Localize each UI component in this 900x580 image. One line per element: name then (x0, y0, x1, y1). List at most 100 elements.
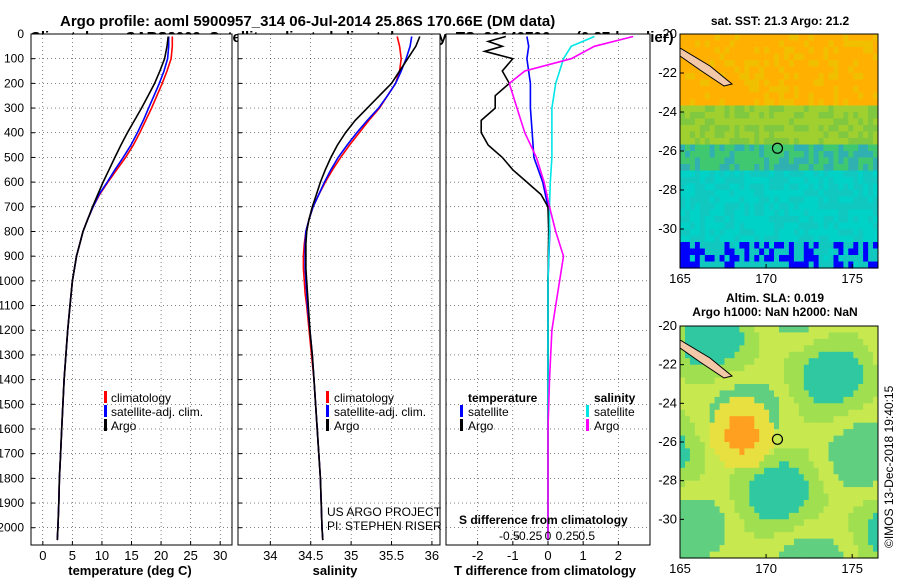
map-cell (823, 105, 829, 113)
map-cell (714, 177, 721, 185)
x-tick-label: 15 (124, 548, 138, 563)
map-cell (779, 170, 785, 178)
map-cell (848, 151, 854, 159)
map-cell (709, 545, 716, 553)
map-cell (689, 532, 696, 540)
map-cell (784, 326, 790, 333)
map-cell (704, 112, 711, 120)
map-cell (694, 170, 701, 178)
map-cell (838, 255, 844, 263)
map-cell (754, 164, 760, 172)
map-cell (769, 242, 775, 250)
map-cell (779, 493, 785, 501)
map-cell (868, 500, 874, 507)
map-cell (709, 196, 716, 204)
map-cell (793, 53, 800, 61)
map-cell (744, 442, 750, 449)
map-cell (719, 500, 726, 507)
map-cell (769, 396, 775, 404)
map-cell (739, 519, 745, 527)
map-cell (863, 86, 869, 94)
map-cell (798, 144, 805, 152)
map-cell (759, 519, 765, 527)
map-cell (873, 384, 879, 391)
map-cell (818, 47, 825, 55)
map-cell (749, 190, 755, 198)
map-cell (823, 255, 829, 263)
map-cell (709, 416, 716, 424)
map-cell (744, 538, 750, 546)
map-cell (739, 551, 745, 559)
map-cell (764, 493, 770, 501)
map-cell (793, 131, 800, 139)
map-cell (685, 332, 691, 340)
map-cell (699, 538, 706, 546)
map-cell (764, 416, 770, 424)
map-cell (704, 170, 711, 178)
map-cell (823, 164, 829, 172)
map-cell (680, 351, 686, 359)
map-cell (749, 34, 755, 42)
map-cell (680, 66, 686, 74)
map-cell (803, 209, 810, 217)
depth-tick-label: 100 (4, 52, 24, 66)
map-cell (754, 73, 760, 81)
map-cell (749, 118, 755, 126)
map-cell (769, 138, 775, 146)
map-cell (853, 416, 859, 424)
map-cell (754, 448, 760, 456)
s-tick-label: -0.25 (515, 529, 543, 543)
map-cell (858, 248, 864, 256)
map-cell (680, 461, 686, 469)
map-cell (764, 332, 770, 340)
map-cell (774, 131, 780, 139)
depth-tick-label: 800 (4, 224, 24, 238)
map-cell (848, 448, 854, 456)
map-cell (798, 403, 805, 411)
map-cell (838, 47, 844, 55)
map-cell (823, 409, 829, 417)
map-cell (813, 442, 820, 449)
map-cell (749, 131, 755, 139)
map-cell (803, 396, 810, 404)
map-cell (680, 396, 686, 404)
map-cell (868, 480, 874, 488)
map-cell (734, 551, 740, 559)
map-cell (818, 403, 825, 411)
map-cell (764, 177, 770, 185)
map-cell (709, 177, 716, 185)
map-cell (843, 164, 849, 172)
map-cell (808, 229, 815, 237)
map-cell (759, 190, 765, 198)
map-cell (848, 99, 854, 107)
map-cell (759, 112, 765, 120)
map-cell (784, 131, 790, 139)
map-cell (759, 429, 765, 437)
map-cell (828, 454, 834, 462)
map-cell (699, 338, 706, 346)
map-cell (779, 474, 785, 482)
map-cell (863, 371, 869, 379)
depth-tick-label: 1100 (0, 299, 24, 313)
map-cell (739, 384, 745, 391)
map-cell (704, 538, 711, 546)
map-cell (863, 480, 869, 488)
map-cell (788, 467, 795, 475)
map-cell (774, 519, 780, 527)
map-cell (719, 545, 726, 553)
map-cell (699, 435, 706, 443)
map-cell (709, 396, 716, 404)
map-cell (793, 461, 800, 469)
map-cell (704, 532, 711, 540)
map-cell (744, 493, 750, 501)
map-cell (793, 118, 800, 126)
map-cell (793, 255, 800, 263)
map-cell (769, 512, 775, 520)
map-cell (833, 551, 839, 559)
map-cell (823, 454, 829, 462)
map-cell (833, 332, 839, 340)
map-cell (699, 532, 706, 540)
map-cell (729, 519, 735, 527)
map-cell (689, 474, 696, 482)
map-cell (724, 131, 730, 139)
